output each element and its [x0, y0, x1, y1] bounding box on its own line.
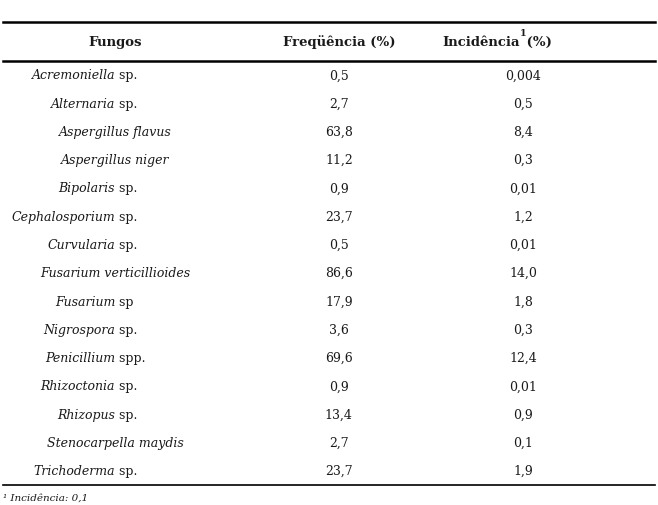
Text: 12,4: 12,4: [509, 351, 537, 364]
Text: sp.: sp.: [115, 380, 138, 392]
Text: Bipolaris: Bipolaris: [59, 182, 115, 195]
Text: sp.: sp.: [115, 97, 138, 111]
Text: Fusarium verticillioides: Fusarium verticillioides: [40, 267, 190, 280]
Text: Fungos: Fungos: [88, 36, 142, 48]
Text: 2,7: 2,7: [329, 436, 349, 449]
Text: 0,004: 0,004: [505, 69, 541, 82]
Text: sp.: sp.: [115, 323, 138, 336]
Text: Penicillium: Penicillium: [45, 351, 115, 364]
Text: 23,7: 23,7: [325, 464, 353, 477]
Text: 0,5: 0,5: [329, 238, 349, 251]
Text: Acremoniella: Acremoniella: [32, 69, 115, 82]
Text: 8,4: 8,4: [513, 126, 533, 139]
Text: Incidência: Incidência: [442, 36, 520, 48]
Text: 2,7: 2,7: [329, 97, 349, 111]
Text: Nigrospora: Nigrospora: [43, 323, 115, 336]
Text: Alternaria: Alternaria: [51, 97, 115, 111]
Text: 1,2: 1,2: [513, 210, 533, 223]
Text: 3,6: 3,6: [329, 323, 349, 336]
Text: ¹ Incidência: 0,1: ¹ Incidência: 0,1: [3, 492, 88, 501]
Text: 0,01: 0,01: [509, 238, 537, 251]
Text: spp.: spp.: [115, 351, 145, 364]
Text: Rhizopus: Rhizopus: [57, 408, 115, 421]
Text: Curvularia: Curvularia: [47, 238, 115, 251]
Text: (%): (%): [522, 36, 551, 48]
Text: Fusarium: Fusarium: [55, 295, 115, 308]
Text: sp: sp: [115, 295, 134, 308]
Text: 17,9: 17,9: [325, 295, 353, 308]
Text: 14,0: 14,0: [509, 267, 537, 280]
Text: 0,5: 0,5: [513, 97, 533, 111]
Text: Stenocarpella maydis: Stenocarpella maydis: [47, 436, 184, 449]
Text: Aspergillus niger: Aspergillus niger: [61, 154, 169, 167]
Text: 0,01: 0,01: [509, 182, 537, 195]
Text: 1: 1: [520, 29, 526, 37]
Text: sp.: sp.: [115, 69, 138, 82]
Text: sp.: sp.: [115, 408, 138, 421]
Text: 13,4: 13,4: [325, 408, 353, 421]
Text: 0,01: 0,01: [509, 380, 537, 392]
Text: 23,7: 23,7: [325, 210, 353, 223]
Text: sp.: sp.: [115, 464, 138, 477]
Text: 1,9: 1,9: [513, 464, 533, 477]
Text: sp.: sp.: [115, 210, 138, 223]
Text: 11,2: 11,2: [325, 154, 353, 167]
Text: Freqüência (%): Freqüência (%): [283, 35, 395, 49]
Text: 0,3: 0,3: [513, 323, 533, 336]
Text: 0,9: 0,9: [329, 182, 349, 195]
Text: 86,6: 86,6: [325, 267, 353, 280]
Text: Aspergillus flavus: Aspergillus flavus: [59, 126, 172, 139]
Text: sp.: sp.: [115, 182, 138, 195]
Text: Cephalosporium: Cephalosporium: [11, 210, 115, 223]
Text: 63,8: 63,8: [325, 126, 353, 139]
Text: 0,9: 0,9: [513, 408, 533, 421]
Text: 0,1: 0,1: [513, 436, 533, 449]
Text: Trichoderma: Trichoderma: [34, 464, 115, 477]
Text: Rhizoctonia: Rhizoctonia: [41, 380, 115, 392]
Text: 1,8: 1,8: [513, 295, 533, 308]
Text: 0,5: 0,5: [329, 69, 349, 82]
Text: 69,6: 69,6: [325, 351, 353, 364]
Text: 0,9: 0,9: [329, 380, 349, 392]
Text: sp.: sp.: [115, 238, 138, 251]
Text: 0,3: 0,3: [513, 154, 533, 167]
